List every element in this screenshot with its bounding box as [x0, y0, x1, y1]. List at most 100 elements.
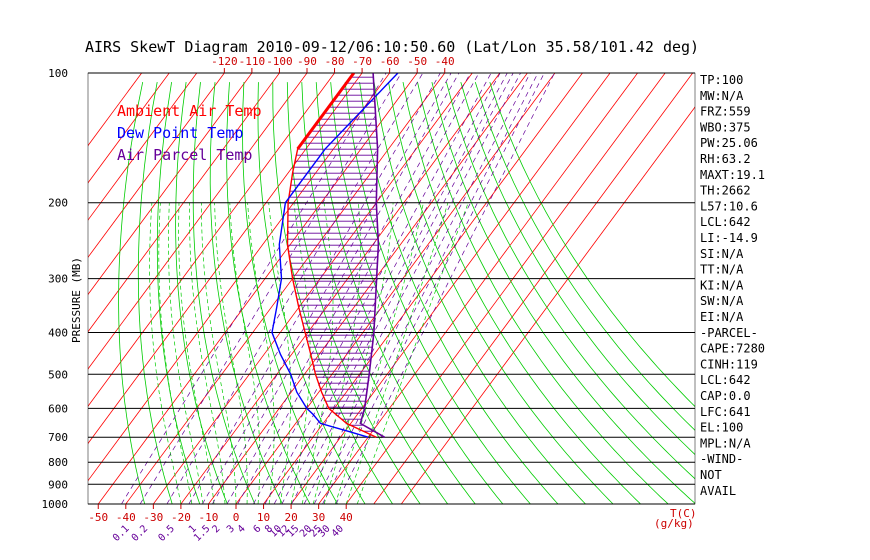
pressure-tick-label: 800	[48, 456, 68, 469]
isotherm-line	[88, 73, 170, 184]
index-entry: CINH:119	[700, 357, 758, 371]
temperature-tick-label-top: -100	[266, 55, 293, 68]
index-entry: -WIND-	[700, 452, 743, 466]
mixing-ratio-line	[121, 73, 387, 504]
dry-adiabat-line	[417, 82, 669, 504]
index-entry: LFC:641	[700, 405, 751, 419]
mixing-ratio-line	[226, 73, 471, 504]
index-entry: SW:N/A	[700, 294, 744, 308]
mixing-ratio-line	[264, 73, 501, 504]
temperature-tick-label: -30	[143, 511, 163, 524]
index-entry: CAPE:7280	[700, 342, 765, 356]
dry-adiabat-line	[315, 82, 476, 504]
moist-adiabat-line	[201, 202, 237, 504]
temperature-tick-label: -50	[88, 511, 108, 524]
index-entry: CAP:0.0	[700, 389, 751, 403]
mixing-ratio-line	[237, 73, 480, 504]
plot-frame	[87, 72, 696, 505]
index-entry: AVAIL	[700, 484, 736, 498]
isotherm-line	[88, 73, 253, 296]
index-entry: L57:10.6	[700, 199, 758, 213]
series-line-air-parcel-temp	[359, 73, 385, 438]
profile-series	[271, 73, 399, 438]
temperature-axis-top: -120 -110 -100 -90 -80 -70 -60 -50 -40	[211, 55, 455, 73]
temperature-tick-label-top: -80	[325, 55, 345, 68]
temperature-tick-label-top: -40	[435, 55, 455, 68]
mixing-ratio-line	[212, 73, 460, 504]
dry-adiabat-line	[257, 82, 366, 504]
mixing-ratio-line	[202, 73, 452, 504]
legend-air-parcel-temp: Air Parcel Temp	[117, 146, 252, 164]
moist-adiabat-line	[178, 202, 215, 504]
background-grid	[88, 73, 695, 504]
cape-hatching	[287, 76, 385, 438]
dry-adiabat-line	[489, 81, 695, 408]
temperature-tick-label-top: -60	[380, 55, 400, 68]
moist-adiabat-line	[290, 202, 311, 504]
isotherm-line	[88, 73, 363, 445]
index-entry: TP:100	[700, 73, 743, 87]
isotherm-line	[290, 73, 611, 504]
dry-adiabat-line	[402, 82, 642, 504]
index-entry: LI:-14.9	[700, 231, 758, 245]
dry-adiabat-line	[301, 82, 449, 504]
dry-adiabat-line	[137, 82, 173, 504]
temperature-tick-label: -40	[116, 511, 136, 524]
temperature-tick-label-top: -120	[211, 55, 238, 68]
temperature-tick-label: -20	[171, 511, 191, 524]
pressure-tick-label: 900	[48, 478, 68, 491]
dry-adiabat-line	[118, 82, 146, 504]
dry-adiabat-line	[330, 82, 504, 504]
mixing-ratio-tick-label: 0.2	[130, 523, 151, 544]
dry-adiabat-line	[446, 81, 695, 480]
mixing-ratio-line	[281, 73, 514, 504]
temperature-tick-label: 40	[340, 511, 353, 524]
isotherm-line	[373, 73, 694, 504]
isotherm-line	[400, 106, 695, 504]
y-axis-label: PRESSURE (MB)	[70, 257, 83, 343]
index-entry: TT:N/A	[700, 263, 744, 277]
mixing-ratio-line	[253, 73, 492, 504]
dry-adiabat-line	[156, 82, 201, 504]
dry-adiabat-line	[460, 81, 695, 455]
index-entry: RH:63.2	[700, 152, 751, 166]
index-entry: KI:N/A	[700, 278, 744, 292]
dry-adiabat-line	[474, 81, 695, 431]
temperature-tick-label-top: -70	[352, 55, 372, 68]
mixing-ratio-tick-label: 6	[251, 523, 263, 535]
pressure-tick-label: 600	[48, 402, 68, 415]
isotherm-line	[88, 73, 143, 147]
dry-adiabat-line	[242, 82, 339, 504]
index-entry: NOT	[700, 468, 722, 482]
index-entry: TH:2662	[700, 184, 751, 198]
isotherm-line	[88, 73, 280, 333]
dry-adiabat-line	[175, 82, 228, 504]
temperature-tick-label-top: -50	[407, 55, 427, 68]
moist-adiabat-line	[268, 202, 292, 504]
index-entry: EL:100	[700, 421, 743, 435]
pressure-tick-label: 400	[48, 326, 68, 339]
mixing-ratio-tick-label: 3	[225, 523, 237, 535]
mixing-ratio-line	[139, 73, 402, 504]
mixing-ratio-line	[303, 73, 531, 504]
dry-adiabat-line	[344, 82, 531, 504]
index-entry: MAXT:19.1	[700, 168, 765, 182]
pressure-tick-label: 200	[48, 197, 68, 210]
mixing-ratio-tick-label: 40	[330, 523, 346, 539]
isotherm-line	[88, 73, 391, 482]
moist-adiabat-line	[229, 202, 261, 504]
temperature-tick-label: -10	[199, 511, 219, 524]
isotherm-line	[318, 73, 639, 504]
legend-dew-point-temp: Dew Point Temp	[117, 124, 243, 142]
isotherm-line	[263, 73, 583, 504]
isotherm-line	[152, 73, 473, 504]
pressure-tick-label: 500	[48, 368, 68, 381]
dry-adiabat-line	[373, 82, 587, 504]
mixing-ratio-line	[273, 73, 508, 504]
index-entry: MW:N/A	[700, 89, 744, 103]
pressure-tick-label: 100	[48, 67, 68, 80]
index-entry: LCL:642	[700, 215, 751, 229]
